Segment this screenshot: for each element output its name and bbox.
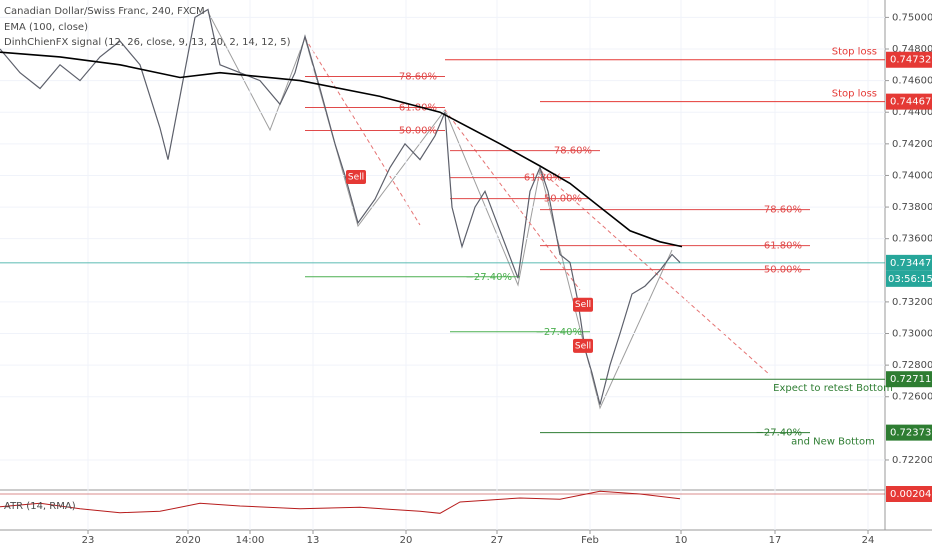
y-tick-label: 0.73600: [892, 234, 932, 245]
level-note: and New Bottom: [791, 437, 875, 448]
x-tick-label: 23: [82, 535, 95, 546]
level-label: −27.40%: [755, 428, 802, 439]
level-label: 61.80%: [524, 173, 562, 184]
y-tick-label: 0.74400: [892, 107, 932, 118]
level-label: 50.00%: [399, 126, 437, 137]
countdown-bg: [886, 270, 932, 287]
level-label: −27.40%: [465, 272, 512, 283]
trend-line: [539, 169, 771, 376]
price-tag: [886, 254, 932, 271]
y-tick-label: 0.74200: [892, 139, 932, 150]
price-tag-label: 0.00204: [890, 489, 931, 500]
symbol-title: Canadian Dollar/Swiss Franc, 240, FXCM: [4, 6, 205, 17]
price-tag: [886, 486, 932, 502]
y-tick-label: 0.72200: [892, 455, 932, 466]
level-label: 78.60%: [399, 72, 437, 83]
x-tick-label: 13: [307, 535, 320, 546]
trend-line: [304, 37, 421, 226]
price-tag-label: 0.73447: [890, 258, 931, 269]
y-tick-label: 0.72600: [892, 392, 932, 403]
price-tag: [886, 51, 932, 68]
y-tick-label: 0.74600: [892, 76, 932, 87]
signal-label: Sell: [575, 341, 591, 351]
level-label: 61.80%: [399, 102, 437, 113]
y-tick-label: 0.73200: [892, 297, 932, 308]
signal-marker: [573, 297, 593, 312]
signal-label: Sell: [348, 173, 364, 183]
level-label: 78.60%: [554, 146, 592, 157]
x-tick-label: 27: [491, 535, 504, 546]
signal-marker: [346, 170, 366, 185]
price-line: [0, 8, 681, 405]
x-tick-label: 20: [400, 535, 413, 546]
y-tick-label: 0.75000: [892, 12, 932, 23]
atr-title: ATR (14, RMA): [4, 501, 76, 512]
indicator-title: DinhChienFX signal (12, 26, close, 9, 13…: [4, 37, 291, 48]
price-tag-label: 0.72711: [890, 374, 931, 385]
y-tick-label: 0.74000: [892, 170, 932, 181]
price-tag: [886, 424, 932, 441]
level-label: 50.00%: [764, 265, 802, 276]
level-label: 78.60%: [764, 205, 802, 216]
price-tag: [886, 371, 932, 388]
y-tick-label: 0.74800: [892, 44, 932, 55]
price-tag: [886, 93, 932, 110]
countdown: 03:56:15: [888, 274, 932, 285]
price-tag-label: 0.72373: [890, 428, 931, 439]
x-tick-label: 2020: [175, 535, 200, 546]
y-tick-label: 0.73800: [892, 202, 932, 213]
y-tick-label: 0.73000: [892, 329, 932, 340]
trend-line: [444, 109, 581, 291]
level-label: 50.00%: [544, 194, 582, 205]
level-label: Stop loss: [832, 47, 877, 58]
price-tag-label: 0.74732: [890, 55, 931, 66]
y-tick-label: 0.72800: [892, 360, 932, 371]
level-note: Expect to retest Bottom: [773, 383, 893, 394]
plot: 78.60% 61.80% 50.00% −27.40% 78.60% 61.80% 50.…: [0, 0, 893, 530]
x-tick-label: 17: [769, 535, 782, 546]
x-tick-label: 10: [675, 535, 688, 546]
x-tick-label: 24: [862, 535, 875, 546]
price-tag-label: 0.74467: [890, 97, 931, 108]
x-tick-label: 14:00: [236, 535, 265, 546]
ema-line: [0, 51, 683, 248]
level-label: −27.40%: [535, 327, 582, 338]
signal-label: Sell: [575, 300, 591, 310]
level-label: 61.80%: [764, 241, 802, 252]
ema-title: EMA (100, close): [4, 22, 88, 33]
signal-marker: [573, 338, 593, 353]
x-tick-label: Feb: [581, 535, 599, 546]
level-label: Stop loss: [832, 89, 877, 100]
atr-line: [0, 490, 681, 514]
